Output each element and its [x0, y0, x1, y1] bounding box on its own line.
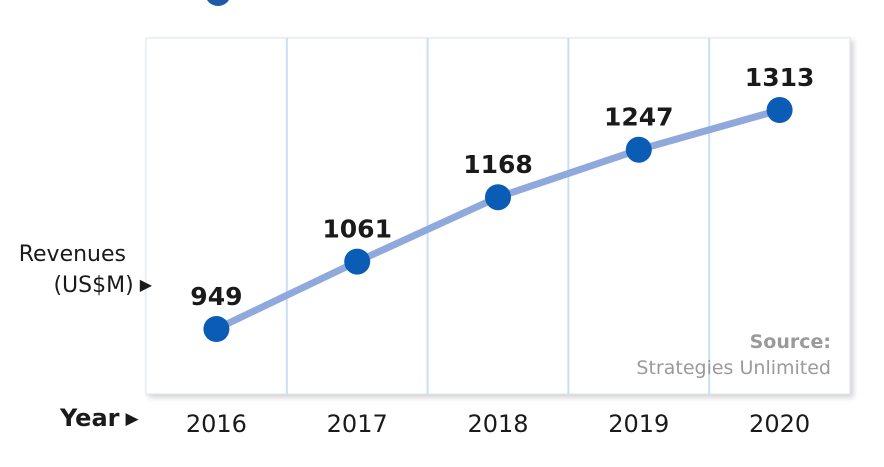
data-point-2020: [766, 97, 793, 123]
plot-area: [145, 37, 851, 395]
data-label-2017: 1061: [322, 215, 392, 244]
data-label-2019: 1247: [604, 103, 674, 132]
data-point-2018: [485, 184, 511, 211]
y-axis-arrow-icon: ▶: [139, 275, 152, 294]
x-axis-label: Year: [60, 404, 120, 432]
data-label-2016: 949: [190, 282, 242, 311]
x-tick-label-2018: 2018: [467, 410, 528, 438]
x-tick-labels: 2016 2017 2018 2019 2020: [186, 410, 810, 438]
data-label-group: 949 1061 1168 1247 1313: [190, 63, 814, 311]
source-label: Source:: [750, 331, 831, 353]
data-label-2020: 1313: [745, 63, 815, 92]
data-point-2017: [344, 248, 371, 275]
y-axis-label-line1: Revenues: [18, 242, 126, 267]
x-tick-label-2017: 2017: [327, 410, 388, 438]
x-tick-label-2016: 2016: [186, 410, 247, 438]
x-tick-label-2020: 2020: [749, 410, 810, 438]
y-axis-label-line2: (US$M): [53, 273, 134, 298]
data-point-2016: [203, 316, 230, 342]
grid-lines: [285, 38, 711, 394]
x-tick-label-2019: 2019: [608, 410, 669, 438]
data-markers: [203, 97, 793, 342]
x-axis-label-row: Year ▶: [60, 404, 156, 432]
data-label-2018: 1168: [463, 150, 533, 179]
y-axis-label-line2-row: (US$M) ▶: [0, 270, 152, 301]
title-fragment: [205, 0, 231, 6]
x-axis-arrow-icon: ▶: [125, 409, 139, 429]
source-text: Strategies Unlimited: [636, 357, 831, 379]
data-point-2019: [625, 136, 652, 163]
y-axis-label: Revenues (US$M) ▶: [0, 240, 152, 301]
